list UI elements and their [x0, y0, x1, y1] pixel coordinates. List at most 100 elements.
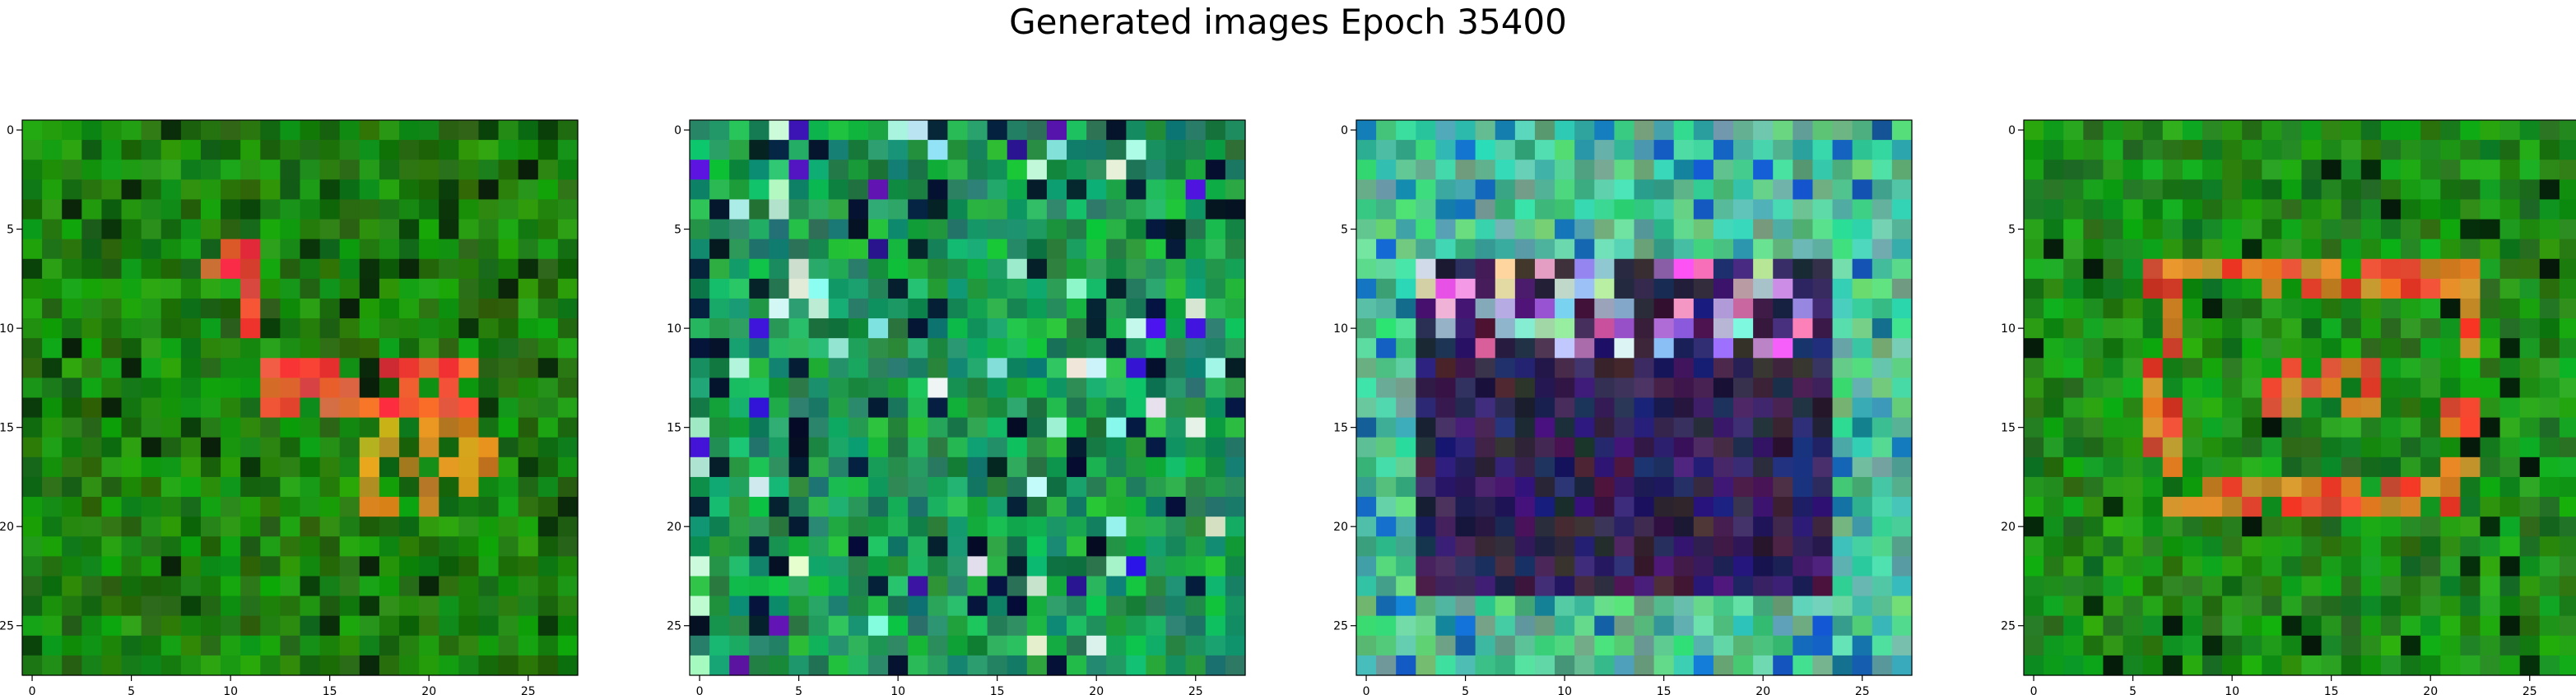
pixel — [2222, 397, 2243, 419]
pixel — [2559, 615, 2576, 637]
pixel — [2301, 239, 2323, 260]
pixel — [1832, 517, 1853, 537]
pixel — [2063, 298, 2084, 319]
pixel — [2380, 219, 2402, 240]
pixel — [2301, 655, 2323, 676]
pixel — [1773, 199, 1793, 220]
pixel — [419, 318, 439, 339]
pixel — [1007, 595, 1028, 617]
pixel — [2401, 338, 2421, 359]
pixel — [22, 358, 43, 378]
pixel — [1693, 595, 1714, 617]
pixel — [1773, 536, 1793, 557]
pixel — [2301, 298, 2323, 319]
pixel — [141, 278, 162, 299]
pixel — [828, 476, 849, 498]
pixel — [690, 397, 710, 419]
pixel — [458, 615, 480, 637]
pixel — [2103, 199, 2124, 220]
pixel — [2480, 278, 2501, 299]
pixel — [987, 258, 1008, 280]
pixel — [2460, 615, 2481, 637]
x-tick-label: 15 — [2324, 685, 2339, 695]
pixel — [2539, 517, 2560, 537]
pixel — [2024, 497, 2044, 517]
pixel — [240, 635, 261, 656]
pixel — [2539, 417, 2560, 438]
pixel — [121, 358, 142, 378]
pixel — [478, 635, 500, 656]
pixel — [439, 298, 459, 319]
pixel — [1225, 437, 1246, 458]
pixel — [2262, 595, 2282, 617]
pixel — [379, 278, 400, 299]
pixel — [1574, 595, 1595, 617]
pixel — [439, 655, 459, 676]
pixel — [1067, 278, 1087, 299]
pixel — [1416, 199, 1437, 220]
pixel — [1514, 239, 1536, 260]
pixel — [1574, 536, 1595, 557]
pixel — [1574, 556, 1595, 577]
pixel — [379, 338, 400, 359]
pixel — [1634, 536, 1655, 557]
pixel — [709, 199, 730, 220]
pixel — [2559, 179, 2576, 201]
pixel — [1205, 556, 1226, 577]
pixel — [1852, 199, 1873, 220]
pixel — [828, 239, 849, 260]
pixel — [2460, 378, 2481, 399]
pixel — [1225, 258, 1246, 280]
pixel — [1574, 417, 1595, 438]
pixel — [2301, 397, 2323, 419]
pixel — [1455, 476, 1476, 498]
pixel — [2162, 536, 2183, 557]
pixel — [1812, 397, 1834, 419]
pixel — [22, 160, 43, 180]
pixel — [141, 497, 162, 517]
pixel — [1146, 318, 1167, 339]
pixel — [300, 358, 321, 378]
pixel — [2401, 576, 2421, 597]
pixel — [690, 456, 710, 478]
pixel — [1634, 219, 1655, 240]
pixel — [1812, 556, 1834, 577]
pixel — [141, 517, 162, 537]
pixel — [1653, 615, 1675, 637]
pixel — [180, 219, 202, 240]
pixel — [498, 536, 519, 557]
pixel — [2301, 635, 2323, 656]
pixel — [2480, 517, 2501, 537]
pixel — [2539, 140, 2560, 160]
pixel — [101, 338, 123, 359]
pixel — [1165, 120, 1187, 141]
pixel — [808, 397, 830, 419]
pixel — [1185, 199, 1207, 220]
pixel — [1832, 576, 1853, 597]
pixel — [2142, 318, 2164, 339]
pixel — [2222, 258, 2243, 280]
pixel — [690, 437, 710, 458]
pixel — [1555, 517, 1575, 537]
pixel — [1495, 517, 1516, 537]
pixel — [1733, 476, 1754, 498]
pixel — [2063, 556, 2084, 577]
pixel — [2123, 219, 2144, 240]
pixel — [2401, 160, 2421, 180]
pixel — [2539, 397, 2560, 419]
pixel — [1165, 160, 1187, 180]
pixel — [1225, 536, 1246, 557]
pixel — [867, 258, 889, 280]
pixel — [537, 179, 559, 201]
pixel — [1832, 595, 1853, 617]
pixel — [180, 655, 202, 676]
pixel — [221, 437, 241, 458]
pixel — [498, 140, 519, 160]
pixel — [2202, 615, 2223, 637]
y-tick-label: 25 — [667, 620, 681, 633]
pixel — [709, 278, 730, 299]
pixel — [2440, 120, 2461, 141]
pixel — [1046, 219, 1067, 240]
pixel — [2262, 378, 2282, 399]
pixel — [300, 140, 321, 160]
